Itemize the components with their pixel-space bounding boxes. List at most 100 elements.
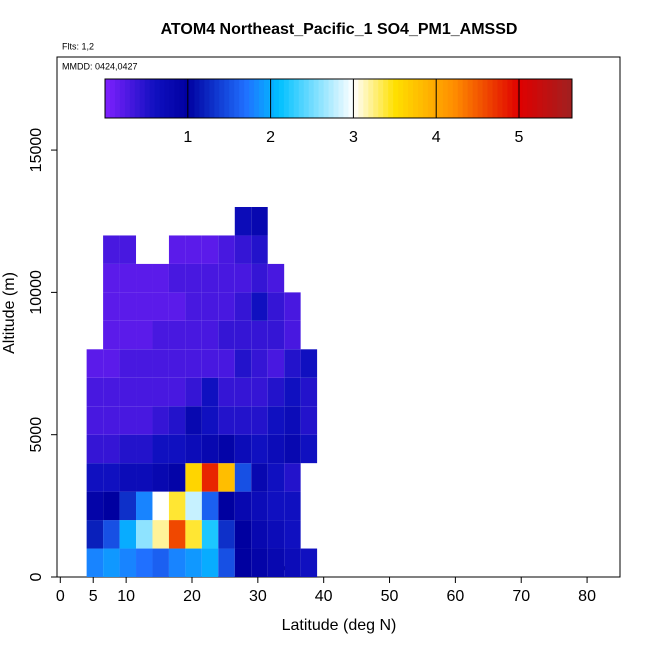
- heat-cell: [300, 349, 318, 378]
- colorbar-swatch: [462, 79, 469, 118]
- heat-cell: [234, 548, 252, 577]
- heat-cell: [152, 520, 169, 549]
- heat-cell: [284, 548, 301, 577]
- colorbar-swatch: [219, 79, 225, 118]
- colorbar-tick-label: 3: [349, 129, 358, 146]
- x-axis-label: Latitude (deg N): [282, 617, 397, 634]
- colorbar-tick-label: 4: [432, 129, 441, 146]
- heat-cell: [103, 263, 120, 293]
- x-tick-label: 80: [578, 588, 596, 605]
- heat-cell: [284, 406, 301, 435]
- heat-cell: [234, 349, 252, 378]
- colorbar-swatch: [313, 79, 320, 118]
- colorbar-swatch: [343, 79, 349, 118]
- heat-cell: [267, 349, 285, 378]
- colorbar-swatch: [388, 79, 394, 118]
- x-tick-label: 0: [56, 588, 65, 605]
- colorbar-swatch: [244, 79, 250, 118]
- heat-cell: [86, 548, 104, 577]
- heat-cell: [185, 548, 202, 577]
- colorbar-swatch: [522, 79, 528, 118]
- colorbar-swatch: [398, 79, 404, 118]
- colorbar-swatch: [333, 79, 339, 118]
- colorbar-swatch: [209, 79, 215, 118]
- heat-cell: [185, 377, 202, 407]
- colorbar-swatch: [303, 79, 310, 118]
- colorbar-swatch: [368, 79, 374, 118]
- colorbar-swatch: [527, 79, 533, 118]
- heat-cell: [168, 548, 186, 577]
- flights-note: Flts: 1,2: [62, 41, 94, 51]
- heat-cell: [136, 349, 153, 378]
- heat-cell: [218, 463, 235, 492]
- heat-cell: [103, 434, 120, 464]
- heat-cell: [185, 349, 202, 378]
- colorbar-swatch: [318, 79, 325, 118]
- heat-cell: [103, 235, 120, 264]
- colorbar-swatch: [467, 79, 474, 118]
- colorbar-swatch: [149, 79, 156, 118]
- heat-cell: [251, 292, 268, 321]
- heat-cell: [201, 377, 219, 407]
- colorbar-swatch: [144, 79, 151, 118]
- colorbar-swatch: [452, 79, 459, 118]
- colorbar-swatch: [487, 79, 494, 118]
- heat-cell: [103, 463, 120, 492]
- colorbar-tick-label: 2: [266, 129, 275, 146]
- x-tick-label: 20: [183, 588, 201, 605]
- heat-cell: [284, 320, 301, 350]
- heat-cell: [185, 263, 202, 293]
- y-axis-label: Altitude (m): [1, 272, 18, 354]
- colorbar-swatch: [348, 79, 354, 118]
- x-tick-label: 5: [89, 588, 98, 605]
- colorbar-swatch: [437, 79, 444, 118]
- heat-cell: [185, 491, 202, 521]
- heat-cell: [136, 491, 153, 521]
- heat-cell: [218, 548, 235, 577]
- heat-cell: [168, 349, 186, 378]
- heat-cell: [168, 406, 186, 435]
- heat-cell: [284, 349, 301, 378]
- heat-cell: [267, 377, 285, 407]
- heat-cell: [152, 292, 169, 321]
- heat-cell: [251, 434, 268, 464]
- colorbar-swatch: [413, 79, 419, 118]
- colorbar-swatch: [547, 79, 553, 118]
- colorbar-swatch: [567, 79, 573, 118]
- colorbar-swatch: [184, 79, 190, 118]
- heat-cell: [218, 406, 235, 435]
- heat-cell: [267, 292, 285, 321]
- heat-cell: [185, 320, 202, 350]
- colorbar-swatch: [557, 79, 563, 118]
- colorbar-swatch: [105, 79, 111, 118]
- heat-cell: [267, 406, 285, 435]
- heat-cell: [136, 463, 153, 492]
- heat-cell: [136, 406, 153, 435]
- heat-cell: [251, 263, 268, 293]
- colorbar-swatch: [323, 79, 330, 118]
- x-tick-label: 30: [249, 588, 267, 605]
- colorbar-swatch: [254, 79, 260, 118]
- heat-cell: [234, 406, 252, 435]
- heat-cell: [218, 263, 235, 293]
- colorbar-swatch: [552, 79, 558, 118]
- heat-cell: [119, 463, 137, 492]
- heat-cell: [267, 548, 285, 577]
- heat-cell: [86, 349, 104, 378]
- x-tick-label: 40: [315, 588, 333, 605]
- heat-cell: [251, 520, 268, 549]
- heat-cell: [185, 292, 202, 321]
- colorbar-swatch: [482, 79, 489, 118]
- colorbar-tick-label: 1: [183, 129, 192, 146]
- colorbar-swatch: [517, 79, 523, 118]
- heat-cell: [119, 434, 137, 464]
- heat-cell: [251, 320, 268, 350]
- colorbar-swatch: [169, 79, 176, 118]
- heat-cell: [136, 377, 153, 407]
- heat-cell: [119, 548, 137, 577]
- colorbar-swatch: [268, 79, 275, 118]
- y-tick-label: 10000: [28, 270, 45, 315]
- colorbar-swatch: [353, 79, 359, 118]
- date-note: MMDD: 0424,0427: [62, 61, 138, 71]
